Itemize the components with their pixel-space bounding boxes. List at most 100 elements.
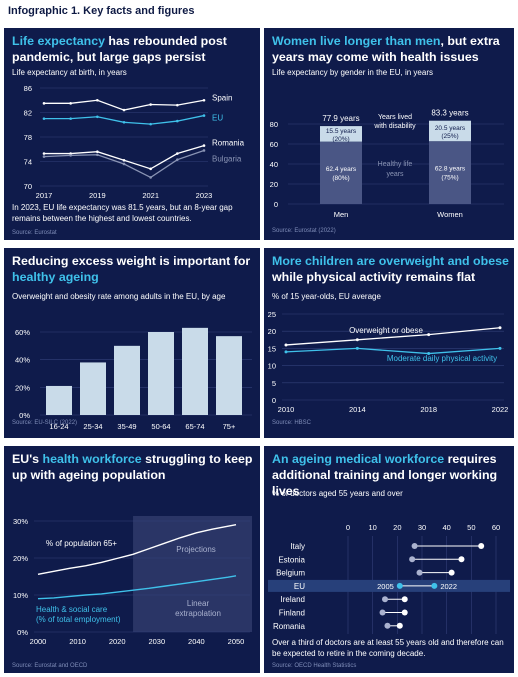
- x-tick-label: 2020: [109, 637, 126, 646]
- series-label: Spain: [212, 93, 232, 102]
- y-tick-label: 40: [270, 160, 278, 169]
- data-point: [176, 158, 179, 161]
- x-tick-label: 50: [467, 523, 475, 532]
- series-line: [44, 99, 205, 111]
- data-point: [176, 152, 179, 155]
- x-tick-label: 20: [393, 523, 401, 532]
- data-point: [498, 346, 502, 350]
- data-point: [96, 98, 99, 102]
- panel-children: More children are overweight and obese w…: [264, 248, 514, 438]
- data-point: [149, 103, 152, 106]
- country-label: Ireland: [281, 595, 305, 604]
- category-label: 25-34: [83, 422, 102, 431]
- data-point: [202, 144, 206, 147]
- country-label: Estonia: [278, 555, 305, 564]
- panel-title: EU's health workforce struggling to keep…: [12, 452, 253, 482]
- point-2005: [384, 622, 391, 629]
- point-2022: [478, 543, 485, 549]
- panel-subtitle: Life expectancy by gender in the EU, in …: [272, 68, 433, 77]
- projection-label: Projections: [176, 545, 216, 554]
- data-point: [284, 343, 288, 347]
- data-point: [202, 98, 206, 102]
- y-tick-label: 30%: [13, 517, 28, 526]
- bar-disability: [320, 126, 362, 142]
- bar-disability: [429, 120, 471, 142]
- source-label: Source: Eurostat: [12, 230, 57, 236]
- data-point: [427, 333, 431, 337]
- point-2005: [382, 596, 388, 603]
- country-label: Belgium: [276, 569, 305, 578]
- category-label: 75+: [223, 422, 236, 431]
- series-label: Bulgaria: [212, 154, 242, 163]
- children-chart: 0 5 10 15 20 25 2010 2014 2018 2022 Overweight or …: [268, 310, 509, 414]
- data-point: [69, 154, 72, 157]
- x-tick-label: 2010: [278, 405, 295, 414]
- data-point: [498, 326, 502, 330]
- data-point: [96, 150, 99, 153]
- x-tick-label: 2017: [36, 191, 53, 200]
- series-line: [285, 327, 501, 346]
- top-bar: Infographic 1. Key facts and figures: [0, 0, 518, 22]
- disability-legend: Years lived: [378, 114, 412, 121]
- panel-medical-workforce: An ageing medical workforce requires add…: [264, 446, 514, 673]
- y-tick-label: 10: [268, 362, 276, 371]
- panel-subtitle: % of 15 year-olds, EU average: [272, 292, 381, 301]
- extrapolation-label: extrapolation: [175, 609, 221, 618]
- point-2005: [396, 582, 403, 589]
- series-label: (% of total employment): [36, 615, 121, 624]
- panel-note: Over a third of doctors are at least 55 …: [272, 638, 504, 658]
- label-2022: 2022: [440, 582, 457, 591]
- x-tick-label: 2014: [349, 405, 366, 414]
- series-line: [37, 575, 237, 600]
- bar: [216, 336, 242, 415]
- y-tick-label: 20%: [13, 554, 28, 563]
- data-point: [69, 117, 72, 120]
- category-label: 16-24: [49, 422, 68, 431]
- y-tick-label: 60: [270, 140, 278, 149]
- healthy-pct: (75%): [441, 175, 458, 182]
- total-label: 77.9 years: [322, 114, 359, 123]
- panel-title: Women live longer than men, but extra ye…: [272, 34, 500, 64]
- y-tick-label: 0: [274, 200, 278, 209]
- country-label: EU: [294, 582, 305, 591]
- projection-shade: [133, 516, 252, 632]
- point-2022: [401, 596, 408, 603]
- x-tick-label: 2040: [188, 637, 205, 646]
- y-tick-label: 15: [268, 344, 276, 353]
- series-line: [37, 524, 237, 575]
- healthy-pct: (80%): [332, 175, 349, 182]
- y-tick-label: 82: [24, 109, 32, 118]
- doctors-chart: 0 10 20 30 40 50 60 Italy Estonia Belgium EU 2005 20…: [268, 523, 510, 634]
- workforce-chart: 0% 10% 20% 30% 2000 2010 2020 2030 2040 2050 % of …: [13, 516, 252, 646]
- bar: [182, 327, 208, 415]
- bar: [114, 345, 140, 415]
- x-tick-label: 0: [346, 523, 350, 532]
- data-point: [202, 114, 206, 117]
- data-point: [149, 176, 152, 179]
- point-2005: [411, 543, 418, 549]
- panel-note: In 2023, EU life expectancy was 81.5 yea…: [12, 203, 233, 223]
- life-expectancy-chart: 70 74 78 82 86 2017 2019 2021 2023 Spain EU Romania…: [24, 84, 245, 200]
- source-label: Source: Eurostat (2022): [272, 228, 336, 234]
- x-tick-label: 2023: [196, 191, 213, 200]
- y-tick-label: 70: [24, 182, 32, 191]
- y-tick-label: 40%: [15, 356, 30, 365]
- point-2022: [396, 622, 403, 629]
- y-tick-label: 20%: [15, 383, 30, 392]
- point-2022: [431, 582, 438, 589]
- point-2022: [401, 609, 408, 616]
- data-point: [122, 158, 126, 162]
- panel-subtitle: % of doctors aged 55 years and over: [272, 489, 403, 498]
- panel-title: More children are overweight and obese w…: [272, 254, 509, 284]
- infographic-title: Infographic 1. Key facts and figures: [8, 5, 195, 17]
- x-tick-label: 2010: [69, 637, 86, 646]
- total-label: 83.3 years: [431, 109, 468, 118]
- y-tick-label: 0%: [19, 411, 30, 420]
- disability-pct: (20%): [332, 136, 349, 143]
- eu-highlight: [268, 579, 510, 592]
- category-label: 65-74: [185, 422, 204, 431]
- excess-weight-chart: 0% 20% 40% 60% 16-24 25-34 35-49 50-64 65-74 75+: [15, 327, 252, 431]
- data-point: [42, 102, 46, 105]
- category-label: 35-49: [117, 422, 136, 431]
- data-point: [149, 122, 152, 126]
